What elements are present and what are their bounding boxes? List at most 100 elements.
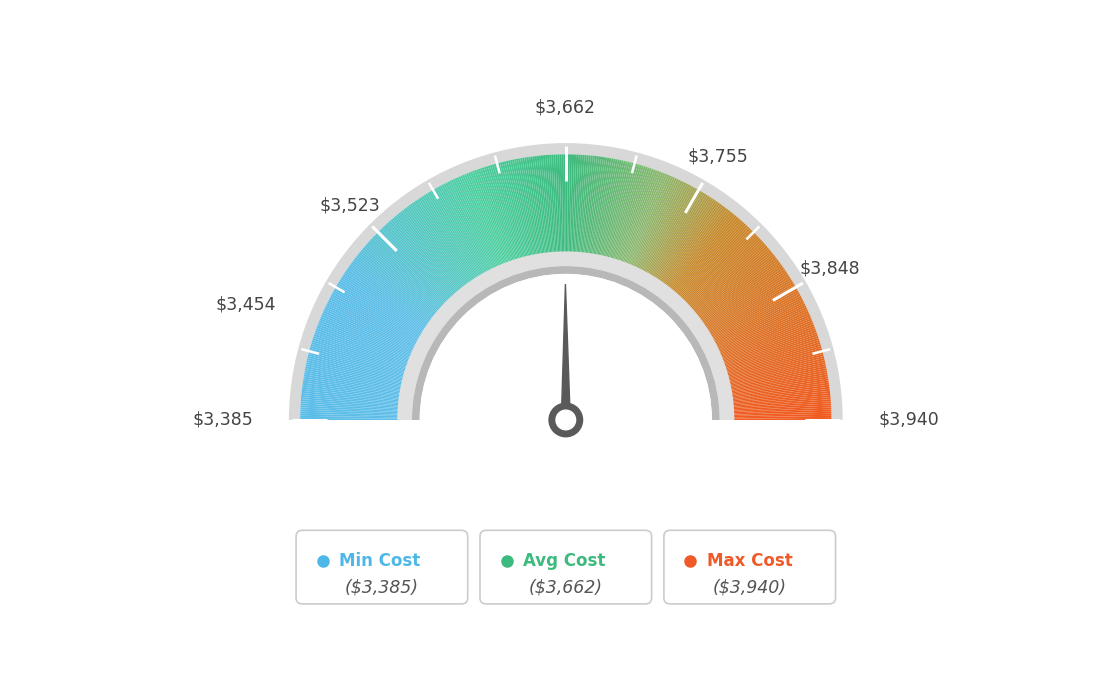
Text: ($3,940): ($3,940) — [713, 578, 787, 597]
Wedge shape — [733, 410, 831, 415]
Text: $3,523: $3,523 — [319, 197, 380, 215]
Wedge shape — [359, 253, 436, 315]
Wedge shape — [607, 163, 634, 258]
Wedge shape — [702, 266, 783, 324]
Wedge shape — [365, 244, 440, 310]
Wedge shape — [314, 334, 407, 367]
Wedge shape — [694, 249, 771, 313]
Wedge shape — [311, 342, 405, 372]
Wedge shape — [693, 248, 769, 312]
Wedge shape — [733, 412, 831, 416]
Wedge shape — [677, 221, 743, 295]
Wedge shape — [307, 358, 403, 382]
Wedge shape — [726, 342, 820, 372]
Wedge shape — [300, 401, 399, 409]
Wedge shape — [690, 241, 764, 308]
Wedge shape — [673, 217, 739, 293]
Wedge shape — [445, 182, 491, 270]
Wedge shape — [403, 209, 464, 288]
Wedge shape — [597, 159, 617, 255]
Wedge shape — [733, 416, 831, 419]
Wedge shape — [308, 354, 403, 380]
Wedge shape — [715, 299, 804, 345]
Wedge shape — [596, 159, 616, 255]
Wedge shape — [666, 206, 725, 286]
Wedge shape — [309, 348, 404, 376]
Wedge shape — [312, 338, 406, 369]
Wedge shape — [658, 198, 713, 281]
Wedge shape — [343, 273, 426, 328]
Wedge shape — [719, 310, 809, 352]
Wedge shape — [689, 239, 762, 307]
Wedge shape — [329, 297, 417, 344]
Wedge shape — [352, 260, 432, 320]
Wedge shape — [471, 170, 508, 263]
Wedge shape — [360, 250, 437, 314]
Wedge shape — [627, 173, 666, 265]
Wedge shape — [413, 201, 470, 283]
Wedge shape — [353, 259, 433, 319]
Wedge shape — [686, 234, 756, 304]
Wedge shape — [713, 292, 799, 340]
Wedge shape — [730, 364, 826, 386]
Wedge shape — [304, 374, 401, 393]
Wedge shape — [308, 356, 403, 381]
Wedge shape — [617, 167, 650, 261]
Wedge shape — [420, 197, 475, 280]
Wedge shape — [351, 262, 431, 322]
Wedge shape — [700, 260, 779, 320]
Wedge shape — [318, 322, 410, 359]
Wedge shape — [691, 243, 765, 309]
Wedge shape — [696, 253, 773, 315]
Wedge shape — [427, 193, 479, 277]
Wedge shape — [698, 257, 777, 318]
Wedge shape — [384, 225, 452, 298]
Wedge shape — [733, 418, 831, 420]
Wedge shape — [645, 185, 692, 273]
Wedge shape — [565, 155, 567, 253]
Wedge shape — [436, 187, 485, 274]
Wedge shape — [541, 155, 551, 253]
Wedge shape — [491, 164, 520, 259]
Wedge shape — [725, 340, 819, 371]
Wedge shape — [708, 279, 793, 333]
Wedge shape — [322, 313, 413, 353]
Wedge shape — [585, 156, 599, 254]
Wedge shape — [711, 286, 797, 337]
Wedge shape — [729, 358, 825, 382]
Wedge shape — [731, 376, 828, 394]
Wedge shape — [524, 157, 541, 255]
Wedge shape — [373, 235, 446, 304]
Wedge shape — [516, 159, 535, 255]
Text: ($3,385): ($3,385) — [344, 578, 418, 597]
Text: Min Cost: Min Cost — [339, 552, 421, 570]
Wedge shape — [371, 238, 444, 306]
Wedge shape — [688, 238, 761, 306]
Wedge shape — [300, 418, 399, 420]
Wedge shape — [649, 189, 699, 275]
Wedge shape — [679, 224, 746, 297]
Wedge shape — [346, 269, 428, 326]
Wedge shape — [385, 224, 453, 297]
Wedge shape — [731, 374, 828, 393]
Wedge shape — [501, 161, 527, 257]
Wedge shape — [598, 159, 619, 256]
Wedge shape — [654, 193, 707, 278]
Wedge shape — [726, 346, 821, 375]
Wedge shape — [733, 397, 830, 407]
Wedge shape — [481, 167, 514, 261]
Wedge shape — [340, 277, 424, 331]
Wedge shape — [732, 382, 829, 397]
Wedge shape — [549, 155, 556, 253]
Wedge shape — [680, 225, 747, 298]
Wedge shape — [582, 155, 593, 253]
Wedge shape — [438, 186, 486, 273]
Wedge shape — [726, 344, 821, 373]
Wedge shape — [514, 159, 534, 255]
Wedge shape — [646, 186, 693, 273]
Wedge shape — [625, 172, 661, 264]
Wedge shape — [638, 181, 682, 270]
Wedge shape — [704, 270, 787, 327]
Wedge shape — [668, 209, 729, 288]
Wedge shape — [728, 350, 822, 377]
